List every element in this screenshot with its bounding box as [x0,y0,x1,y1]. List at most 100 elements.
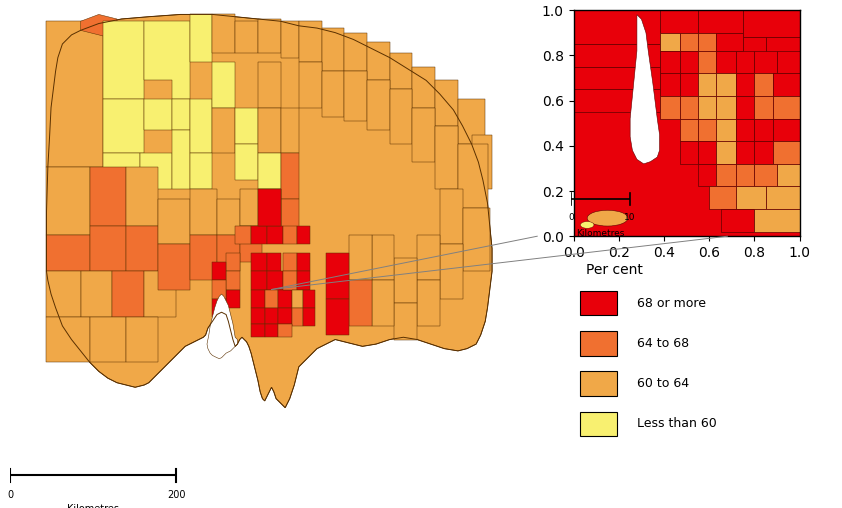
Polygon shape [251,271,267,290]
Polygon shape [126,226,158,271]
Polygon shape [754,209,800,232]
Polygon shape [737,164,754,186]
Polygon shape [737,186,765,209]
Polygon shape [659,51,679,74]
Polygon shape [679,119,698,141]
Polygon shape [659,10,698,33]
Polygon shape [630,15,659,164]
Polygon shape [344,71,367,121]
Polygon shape [326,253,349,299]
Polygon shape [292,308,303,326]
Polygon shape [46,235,90,271]
Polygon shape [754,119,773,141]
Text: Kilometres: Kilometres [576,229,625,238]
Bar [580,371,617,396]
Polygon shape [240,226,263,262]
Polygon shape [217,235,240,271]
Polygon shape [258,189,280,226]
Polygon shape [212,280,226,299]
Polygon shape [737,119,754,141]
Polygon shape [144,21,189,99]
Polygon shape [296,226,310,244]
Polygon shape [737,141,754,164]
Polygon shape [158,244,189,290]
Polygon shape [737,51,754,74]
Polygon shape [754,164,777,186]
Polygon shape [280,21,299,57]
Polygon shape [189,153,212,189]
Polygon shape [462,208,490,271]
Polygon shape [326,299,349,335]
Polygon shape [189,189,217,235]
Bar [580,331,617,356]
Polygon shape [296,253,310,271]
Polygon shape [413,67,435,108]
Polygon shape [258,189,280,226]
Polygon shape [679,51,698,74]
Polygon shape [773,119,800,141]
Polygon shape [777,164,800,186]
Polygon shape [349,235,371,280]
Polygon shape [299,62,322,108]
Polygon shape [679,33,698,51]
Polygon shape [226,271,240,290]
Polygon shape [773,96,800,119]
Polygon shape [765,186,800,209]
Polygon shape [279,324,292,337]
Polygon shape [573,44,659,67]
Polygon shape [226,290,240,308]
Polygon shape [280,199,299,235]
Polygon shape [472,135,492,189]
Polygon shape [226,253,240,271]
Polygon shape [235,226,251,244]
Polygon shape [283,271,296,290]
Polygon shape [371,280,394,326]
Polygon shape [217,199,240,235]
Ellipse shape [580,221,594,228]
Polygon shape [349,280,371,326]
Polygon shape [189,14,212,62]
Text: 64 to 68: 64 to 68 [637,337,690,350]
Polygon shape [390,53,413,89]
Bar [580,291,617,315]
Polygon shape [716,33,743,51]
Polygon shape [698,10,743,33]
Polygon shape [207,294,237,359]
Polygon shape [698,96,716,119]
Polygon shape [777,51,800,74]
Polygon shape [367,42,390,80]
Polygon shape [251,324,264,337]
Polygon shape [258,153,280,189]
Polygon shape [698,164,716,186]
Polygon shape [258,19,280,53]
Polygon shape [113,271,144,317]
Polygon shape [267,253,280,271]
Polygon shape [698,74,716,96]
Polygon shape [303,308,315,326]
Polygon shape [440,244,462,299]
Polygon shape [303,290,315,308]
Polygon shape [235,108,258,144]
Text: Per cent: Per cent [586,263,642,277]
Polygon shape [144,99,172,131]
Polygon shape [394,303,417,339]
Polygon shape [773,74,800,96]
Polygon shape [390,89,413,144]
Polygon shape [754,51,777,74]
Polygon shape [280,153,299,199]
Polygon shape [754,74,773,96]
Polygon shape [417,280,440,326]
Polygon shape [283,226,296,244]
Polygon shape [737,74,754,96]
Polygon shape [172,131,189,189]
Polygon shape [126,317,158,362]
Polygon shape [251,290,264,308]
Polygon shape [81,14,117,37]
Polygon shape [299,21,322,62]
Polygon shape [90,226,126,271]
Polygon shape [144,271,176,317]
Polygon shape [659,74,679,96]
Polygon shape [721,209,754,232]
Polygon shape [679,74,698,96]
Polygon shape [367,80,390,131]
